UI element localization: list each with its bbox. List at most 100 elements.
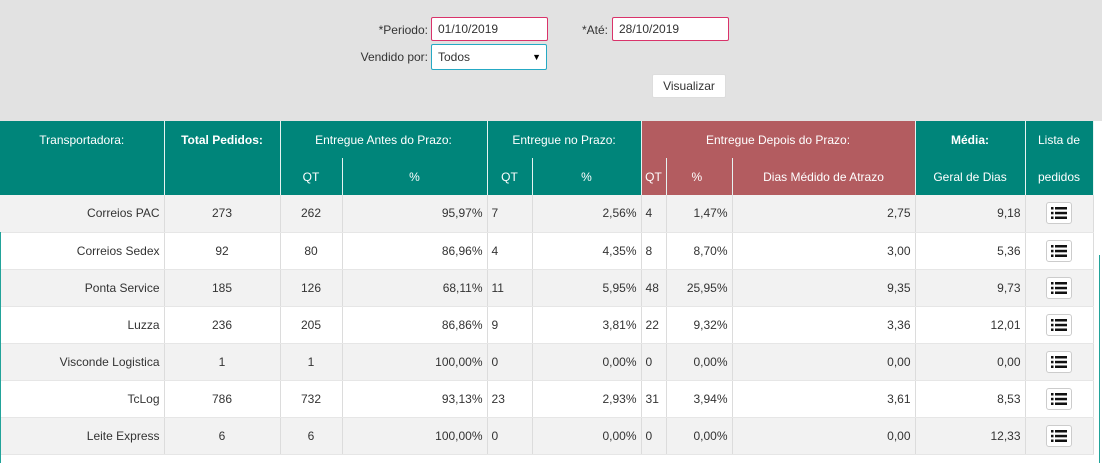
- list-icon: [1051, 318, 1068, 331]
- cell-transportadora: TcLog: [0, 380, 165, 418]
- list-orders-button[interactable]: [1046, 350, 1073, 373]
- cell-lista: [1025, 269, 1094, 307]
- cell-dep-pct: 8,70%: [666, 232, 733, 270]
- cell-antes-qt: 1: [280, 343, 343, 381]
- header-geral-dias: Geral de Dias: [915, 158, 1026, 195]
- cell-lista: [1025, 380, 1094, 418]
- cell-dias: 3,00: [732, 232, 916, 270]
- table-row: Luzza 236 205 86,86% 9 3,81% 22 9,32% 3,…: [0, 306, 1094, 344]
- list-orders-button[interactable]: [1046, 276, 1073, 299]
- dropdown-arrow-icon: ▼: [532, 52, 541, 62]
- cell-lista: [1025, 232, 1094, 270]
- cell-media: 0,00: [915, 343, 1026, 381]
- header-no-prazo: Entregue no Prazo:: [487, 121, 642, 158]
- cell-media: 5,36: [915, 232, 1026, 270]
- table-row: Correios PAC 273 262 95,97% 7 2,56% 4 1,…: [0, 195, 1094, 233]
- header-depois: Entregue Depois do Prazo:: [641, 121, 916, 158]
- list-icon: [1051, 207, 1068, 220]
- list-icon: [1051, 281, 1068, 294]
- ate-input[interactable]: 28/10/2019: [612, 17, 729, 41]
- list-orders-button[interactable]: [1046, 387, 1073, 410]
- cell-transportadora: Luzza: [0, 306, 165, 344]
- cell-dep-qt: 0: [641, 343, 667, 381]
- header-no-qt: QT: [487, 158, 533, 195]
- cell-no-qt: 0: [487, 417, 533, 455]
- cell-no-pct: 2,93%: [532, 380, 642, 418]
- table-row: Visconde Logistica 1 1 100,00% 0 0,00% 0…: [0, 343, 1094, 381]
- cell-antes-qt: 6: [280, 417, 343, 455]
- list-orders-button[interactable]: [1046, 424, 1073, 447]
- cell-no-pct: 3,81%: [532, 306, 642, 344]
- cell-lista: [1025, 417, 1094, 455]
- cell-no-pct: 0,00%: [532, 417, 642, 455]
- cell-dep-pct: 9,32%: [666, 306, 733, 344]
- cell-lista: [1025, 195, 1094, 233]
- header-pedidos: pedidos: [1025, 158, 1094, 195]
- cell-total: 6: [164, 417, 281, 455]
- vendido-label: Vendido por:: [360, 50, 428, 64]
- cell-dias: 9,35: [732, 269, 916, 307]
- cell-no-qt: 23: [487, 380, 533, 418]
- list-orders-button[interactable]: [1046, 239, 1073, 262]
- cell-antes-qt: 205: [280, 306, 343, 344]
- cell-dep-pct: 1,47%: [666, 195, 733, 233]
- header-total: Total Pedidos:: [163, 121, 281, 158]
- cell-dep-qt: 31: [641, 380, 667, 418]
- cell-dep-qt: 8: [641, 232, 667, 270]
- list-icon: [1051, 429, 1068, 442]
- ate-label: *Até:: [581, 23, 608, 37]
- cell-antes-pct: 100,00%: [342, 343, 488, 381]
- periodo-input[interactable]: 01/10/2019: [431, 17, 548, 41]
- cell-total: 185: [164, 269, 281, 307]
- header-transportadora: Transportadora:: [0, 121, 164, 158]
- left-edge: [0, 232, 1, 463]
- cell-antes-pct: 93,13%: [342, 380, 488, 418]
- cell-antes-qt: 126: [280, 269, 343, 307]
- cell-dep-qt: 22: [641, 306, 667, 344]
- cell-no-qt: 4: [487, 232, 533, 270]
- list-orders-button[interactable]: [1046, 313, 1073, 336]
- cell-antes-qt: 80: [280, 232, 343, 270]
- list-icon: [1051, 355, 1068, 368]
- cell-transportadora: Ponta Service: [0, 269, 165, 307]
- cell-dep-pct: 0,00%: [666, 343, 733, 381]
- cell-lista: [1025, 306, 1094, 344]
- cell-total: 236: [164, 306, 281, 344]
- header-antes: Entregue Antes do Prazo:: [280, 121, 488, 158]
- cell-media: 8,53: [915, 380, 1026, 418]
- table-row: Correios Sedex 92 80 86,96% 4 4,35% 8 8,…: [0, 232, 1094, 270]
- cell-dias: 0,00: [732, 417, 916, 455]
- cell-no-pct: 5,95%: [532, 269, 642, 307]
- header-lista: Lista de: [1025, 121, 1094, 158]
- list-icon: [1051, 392, 1068, 405]
- cell-no-pct: 2,56%: [532, 195, 642, 233]
- visualizar-button[interactable]: Visualizar: [652, 74, 726, 98]
- header-dep-qt: QT: [641, 158, 667, 195]
- cell-antes-pct: 95,97%: [342, 195, 488, 233]
- cell-transportadora: Correios Sedex: [0, 232, 165, 270]
- table-row: Leite Express 6 6 100,00% 0 0,00% 0 0,00…: [0, 417, 1094, 455]
- cell-dep-qt: 4: [641, 195, 667, 233]
- filter-panel: *Periodo: 01/10/2019 *Até: 28/10/2019 Ve…: [0, 0, 1102, 121]
- list-orders-button[interactable]: [1046, 202, 1073, 225]
- cell-dias: 0,00: [732, 343, 916, 381]
- cell-no-pct: 0,00%: [532, 343, 642, 381]
- cell-transportadora: Leite Express: [0, 417, 165, 455]
- cell-dias: 3,36: [732, 306, 916, 344]
- cell-dep-pct: 3,94%: [666, 380, 733, 418]
- cell-dias: 2,75: [732, 195, 916, 233]
- table-row: Ponta Service 185 126 68,11% 11 5,95% 48…: [0, 269, 1094, 307]
- header-blank: [0, 158, 164, 195]
- header-antes-pct: %: [342, 158, 488, 195]
- cell-media: 9,73: [915, 269, 1026, 307]
- cell-transportadora: Correios PAC: [0, 195, 165, 233]
- header-no-pct: %: [532, 158, 642, 195]
- cell-total: 786: [164, 380, 281, 418]
- cell-no-qt: 0: [487, 343, 533, 381]
- vendido-select[interactable]: Todos ▼: [431, 44, 547, 70]
- cell-dep-pct: 0,00%: [666, 417, 733, 455]
- cell-total: 92: [164, 232, 281, 270]
- cell-antes-pct: 86,96%: [342, 232, 488, 270]
- list-icon: [1051, 244, 1068, 257]
- cell-media: 12,01: [915, 306, 1026, 344]
